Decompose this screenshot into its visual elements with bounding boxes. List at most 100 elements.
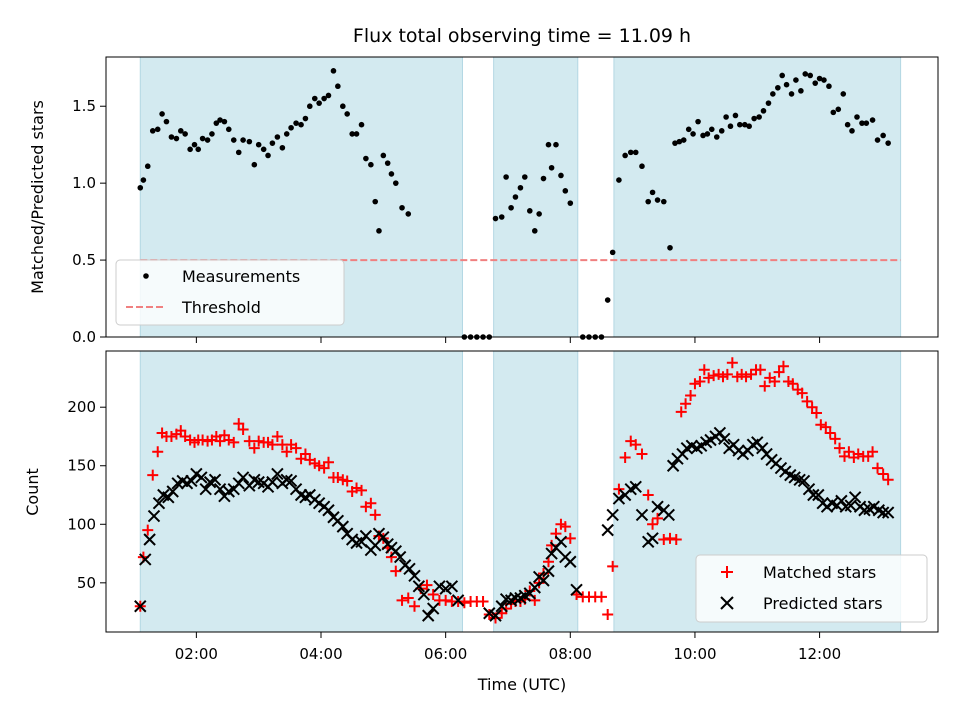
measurement-point [154,126,161,133]
predicted-star-point [185,474,198,488]
measurement-point [672,140,678,146]
predicted-star-point [666,459,680,472]
measurement-point [140,177,147,183]
predicted-star-point [445,580,459,593]
x-tick-label: 02:00 [175,645,218,663]
measurement-point [793,77,799,83]
x-tick-label: 08:00 [549,645,592,663]
measurement-point [492,215,499,222]
y-tick-label: 1.0 [72,174,96,192]
predicted-star-point [322,504,335,517]
legend-bottom-box [695,554,928,623]
predicted-star-point [528,581,541,594]
matched-star-point [266,439,278,451]
measurement-point [654,197,661,203]
measurement-point [279,144,286,151]
matched-star-point [529,594,541,606]
matched-star-point [197,434,209,446]
measurement-point [700,132,706,139]
measurement-point [723,114,729,120]
matched-star-point [829,433,841,445]
measurement-point [680,137,687,143]
measurement-point [788,91,795,97]
matched-star-point [299,448,311,460]
matched-star-point [810,407,822,419]
y-tick-label: 100 [67,515,96,533]
predicted-star-point [195,471,208,484]
matched-star-point [559,521,571,533]
measurement-point [376,228,382,234]
matched-star-point [708,370,720,382]
legend-top: Measurements Threshold [115,259,345,326]
predicted-star-point [134,600,147,613]
measurement-point [225,126,232,133]
measurement-point [676,138,683,145]
measurement-point [746,123,752,130]
predicted-star-point [489,609,502,622]
matched-star-point [152,446,164,458]
predicted-star-point [336,520,350,533]
measurement-point [392,180,399,186]
measurement-point [380,152,387,159]
legend-predicted-label: Predicted stars [763,594,883,613]
x-tick-label: 10:00 [673,645,716,663]
predicted-star-point [280,473,293,486]
measurement-point [384,160,391,166]
measurement-point [660,198,667,205]
shaded-intervals-bottom [139,350,902,633]
predicted-star-point [635,508,649,522]
measurement-point [783,81,790,88]
matched-star-point [619,452,631,464]
matched-star-point [872,462,884,474]
measurement-point [667,244,673,251]
legend-top-box [115,259,345,326]
predicted-star-point [797,474,811,488]
predicted-star-point [393,550,407,564]
measurement-point [522,174,528,180]
matched-star-point [477,596,489,608]
legend-matched-marker [721,566,733,578]
measurement-point [230,137,237,143]
x-tick-label: 06:00 [424,645,467,663]
predicted-star-point [718,432,731,446]
matched-star-point [421,579,433,591]
matched-star-point [595,591,607,603]
matched-star-point [726,357,738,369]
predicted-star-point [208,473,222,486]
matched-star-point [652,512,664,524]
measurement-point [298,121,304,128]
measurement-point [283,131,290,137]
y-tick-label: 0.5 [72,251,96,269]
legend-threshold-label: Threshold [181,298,261,317]
legend-bottom: Matched stars Predicted stars [695,554,928,623]
predicted-star-point [881,506,895,519]
matched-star-point [834,442,846,454]
measurement-point [503,174,509,180]
measurement-point [718,128,725,134]
shaded-interval-3 [613,56,902,338]
predicted-star-point [377,530,390,544]
y-ticks-top: 0.0 0.5 1.0 1.5 [72,97,106,346]
matched-star-point [647,518,659,530]
measurement-point [217,117,223,123]
predicted-star-point [606,508,619,522]
matched-star-point [356,484,368,496]
matched-star-point [243,435,255,447]
measurement-point [213,120,220,126]
measurement-point [627,149,634,156]
measurement-point [144,163,151,170]
predicted-star-point [812,488,825,502]
predicted-star-point [564,555,577,568]
predicted-star-point [451,594,465,607]
matched-star-point [843,446,855,458]
measurement-point [765,100,772,106]
measurement-point [632,149,639,156]
predicted-star-point [495,600,508,613]
measurement-point [302,115,309,122]
measurement-point [756,114,762,120]
predicted-star-point [662,508,675,522]
matched-star-point [852,448,864,460]
matched-star-point [740,371,752,383]
measurement-point [388,171,395,177]
